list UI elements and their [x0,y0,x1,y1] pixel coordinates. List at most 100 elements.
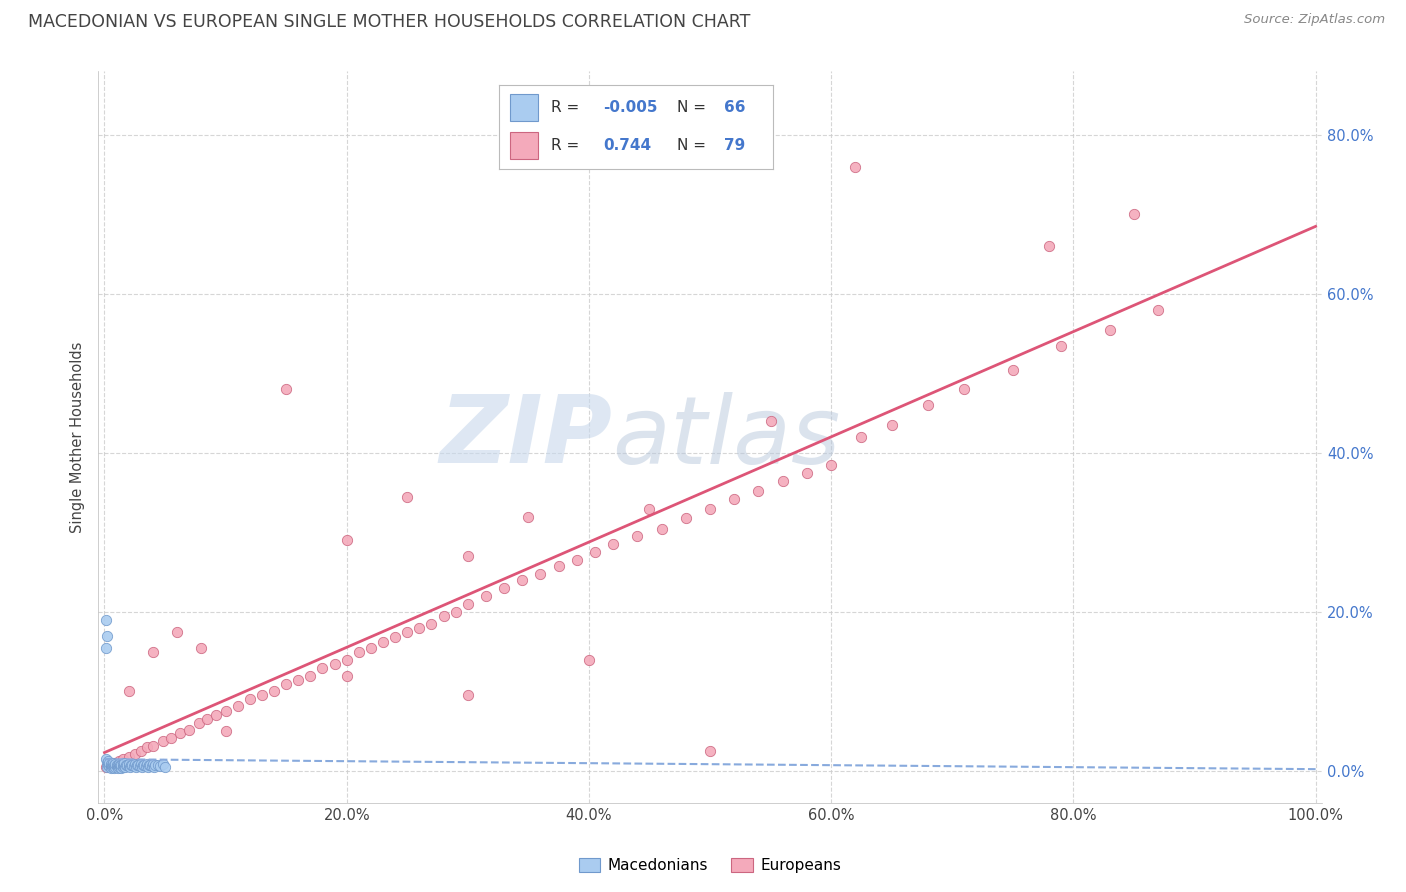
Point [384,631,406,645]
Text: 66: 66 [724,100,745,115]
Point [820,458,842,472]
Point [160,731,183,745]
Text: N =: N = [678,100,711,115]
Point [276,383,298,397]
Point [475,589,498,603]
Point [108,760,131,774]
Point [110,758,132,772]
Point [96,756,118,770]
Point [917,398,939,412]
Point [114,760,136,774]
Point [141,759,163,773]
Point [100,761,122,775]
Point [517,509,540,524]
Point [747,484,769,499]
Point [1001,362,1024,376]
Point [880,418,903,433]
Point [699,501,721,516]
Y-axis label: Single Mother Households: Single Mother Households [69,342,84,533]
Point [187,716,209,731]
Text: MACEDONIAN VS EUROPEAN SINGLE MOTHER HOUSEHOLDS CORRELATION CHART: MACEDONIAN VS EUROPEAN SINGLE MOTHER HOU… [28,13,751,31]
Point [94,640,117,655]
Point [142,645,165,659]
Point [111,752,134,766]
Point [94,752,117,766]
Point [134,757,156,772]
Point [699,744,721,758]
Point [135,740,157,755]
Point [651,521,673,535]
Point [111,760,134,774]
Point [494,581,516,595]
Point [166,624,188,639]
Point [98,756,121,770]
Point [120,758,142,772]
Point [457,689,479,703]
Point [371,635,394,649]
Point [110,757,132,772]
Point [638,501,661,516]
Point [311,660,333,674]
Point [1098,323,1121,337]
Point [336,533,359,548]
Point [457,597,479,611]
Point [420,616,443,631]
Point [152,733,174,747]
Text: R =: R = [551,100,585,115]
Point [118,760,141,774]
Point [105,757,128,772]
Point [153,760,176,774]
Point [127,757,149,772]
Point [110,761,132,775]
Point [583,545,606,559]
Point [125,760,148,774]
Bar [510,94,537,121]
Point [94,613,117,627]
Point [128,759,150,773]
Point [565,553,588,567]
Point [112,756,135,770]
Point [96,629,118,643]
Point [108,756,131,771]
Point [96,760,118,774]
Point [100,757,122,772]
Text: ZIP: ZIP [439,391,612,483]
Point [152,756,174,771]
Point [851,430,873,444]
Point [118,759,141,773]
Point [529,566,551,581]
Point [179,723,201,737]
Point [135,756,157,771]
Point [139,757,162,772]
Legend: Macedonians, Europeans: Macedonians, Europeans [572,852,848,880]
Text: Source: ZipAtlas.com: Source: ZipAtlas.com [1244,13,1385,27]
Point [214,724,236,739]
Point [953,383,976,397]
Point [759,414,782,428]
Point [360,640,382,655]
Point [190,640,212,655]
Point [101,756,124,770]
Point [118,684,141,698]
Text: 0.744: 0.744 [603,138,651,153]
Point [336,668,359,682]
Point [111,756,134,771]
Text: atlas: atlas [612,392,841,483]
Point [408,621,430,635]
Point [347,645,370,659]
Point [138,758,160,772]
Point [772,474,794,488]
Point [100,758,122,772]
Point [108,755,131,769]
Point [146,757,169,772]
Text: R =: R = [551,138,585,153]
Point [226,698,249,713]
Point [239,692,262,706]
Point [94,760,117,774]
Point [547,558,569,573]
Point [250,689,273,703]
Point [1038,239,1060,253]
Point [149,759,172,773]
Point [457,549,479,564]
Point [105,759,128,773]
